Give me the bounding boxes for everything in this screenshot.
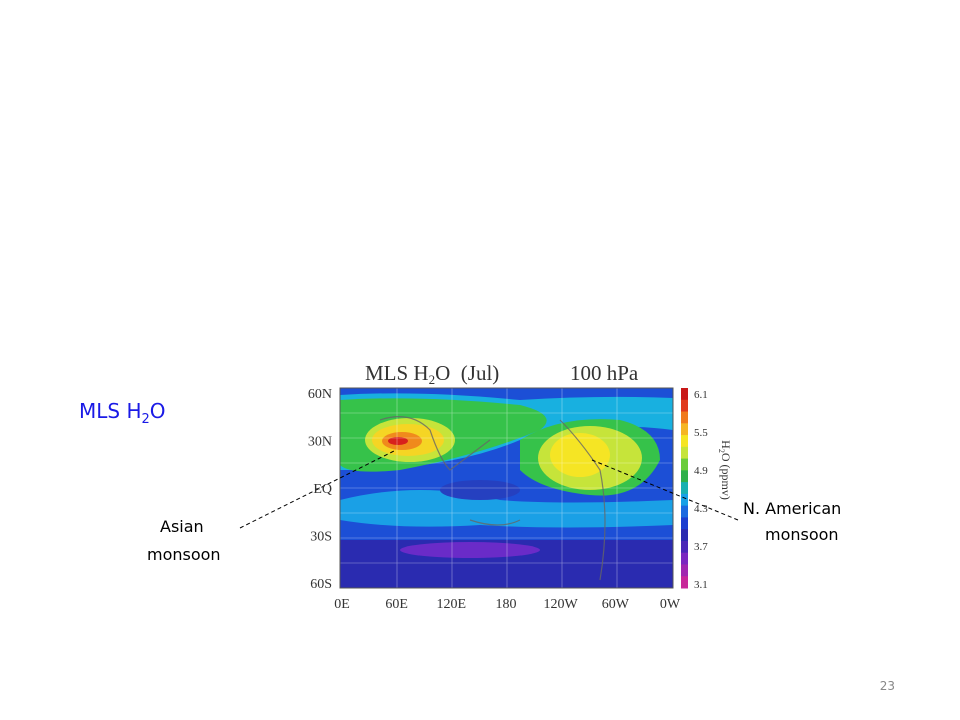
colorbar-swatch <box>681 458 688 471</box>
colorbar-swatch <box>681 493 688 507</box>
colorbar-swatch <box>681 470 688 483</box>
lon-label: 120E <box>437 597 467 612</box>
colorbar-label: 6.1 <box>694 389 708 401</box>
lat-label: 60N <box>308 387 332 402</box>
lat-label: EQ <box>313 482 332 497</box>
annotation-text: monsoon <box>765 525 839 544</box>
cbar-title-tail: O (ppmv) <box>719 453 733 500</box>
figure-title: MLS H2O (Jul) <box>365 361 499 387</box>
lon-label: 0W <box>660 597 681 612</box>
colorbar-swatch <box>681 564 688 577</box>
colorbar-swatch <box>681 423 688 436</box>
colorbar-swatch <box>681 411 688 424</box>
colorbar-swatch <box>681 517 688 530</box>
colorbar-swatch <box>681 399 688 413</box>
annotation-text: Asian <box>160 517 204 536</box>
title-tail: O (Jul) <box>435 361 499 385</box>
map-frame <box>339 387 674 589</box>
colorbar-label: 4.9 <box>694 465 708 477</box>
lon-label: 60E <box>385 597 408 612</box>
colorbar-swatch <box>681 540 688 554</box>
colorbar-label: 5.5 <box>694 427 708 439</box>
colorbar-swatch <box>681 529 688 542</box>
colorbar-label: 3.1 <box>694 579 708 591</box>
colorbar-title: H2O (ppmv) <box>717 440 733 500</box>
label-tail: O <box>150 399 166 423</box>
lat-label: 30S <box>310 530 332 545</box>
annotation-text: N. American <box>743 499 841 518</box>
colorbar-swatch <box>681 552 688 565</box>
na-arrow <box>591 459 739 521</box>
lon-label: 180 <box>496 597 517 612</box>
cbar-title-text: H <box>719 440 733 449</box>
page-number: 23 <box>880 679 895 693</box>
label-text: MLS H <box>79 399 142 423</box>
colorbar-swatch <box>681 435 688 448</box>
asian-arrow <box>239 449 397 529</box>
colorbar-label: 4.3 <box>694 503 708 515</box>
colorbar-swatch <box>681 446 688 460</box>
title-sub: 2 <box>429 372 436 387</box>
label-sub: 2 <box>142 412 150 427</box>
annotation-text: monsoon <box>147 545 221 564</box>
lon-label: 120W <box>544 597 579 612</box>
colorbar-swatch <box>681 505 688 518</box>
colorbar-swatch <box>681 388 688 401</box>
title-text: MLS H <box>365 361 429 385</box>
map <box>340 388 673 588</box>
lon-label: 0E <box>334 597 350 612</box>
figure-level: 100 hPa <box>570 361 639 385</box>
colorbar-swatch <box>681 482 688 495</box>
colorbar-swatch <box>681 576 688 589</box>
slide-label: MLS H2O <box>79 399 166 427</box>
colorbar-label: 3.7 <box>694 541 708 553</box>
lat-label: 60S <box>310 577 332 592</box>
colorbar <box>681 388 688 589</box>
lat-label: 30N <box>308 435 332 450</box>
cbar-title-sub: 2 <box>717 449 726 453</box>
lon-label: 60W <box>602 597 630 612</box>
